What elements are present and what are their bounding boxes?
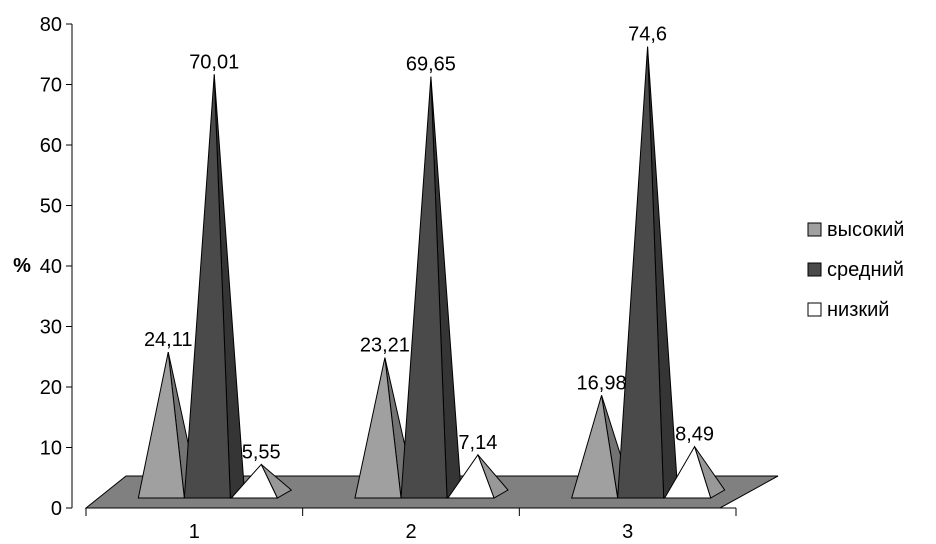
data-label: 24,11: [144, 329, 193, 351]
pyramid-bar: [400, 76, 462, 499]
legend-swatch: [807, 262, 822, 277]
x-tick-label: 3: [622, 521, 633, 543]
data-label: 5,55: [242, 441, 281, 463]
legend-entry: высокий: [827, 219, 904, 241]
y-tick-label: 10: [40, 438, 62, 460]
data-label: 23,21: [360, 335, 410, 357]
x-tick-label: 2: [405, 521, 416, 543]
x-tick-label: 1: [189, 521, 200, 543]
y-tick-label: 60: [40, 135, 62, 157]
legend-swatch: [807, 222, 822, 237]
y-axis-title: %: [13, 255, 31, 277]
y-tick-label: 40: [40, 256, 62, 278]
y-tick-label: 20: [40, 377, 62, 399]
legend-entry: низкий: [827, 299, 889, 321]
pyramid-bar: [663, 445, 726, 499]
data-label: 74,6: [628, 24, 667, 46]
pyramid-bar: [230, 463, 293, 499]
y-tick-label: 30: [40, 317, 62, 339]
legend-swatch: [807, 302, 822, 317]
data-label: 8,49: [675, 424, 714, 446]
pyramid-bar: [617, 46, 679, 499]
data-label: 7,14: [458, 432, 497, 454]
y-tick-label: 70: [40, 75, 62, 97]
pyramid-bar: [183, 74, 245, 499]
data-label: 70,01: [189, 51, 239, 73]
pyramid-bar: [447, 453, 509, 499]
data-label: 69,65: [406, 54, 456, 76]
data-label: 16,98: [577, 372, 627, 394]
y-tick-label: 80: [40, 14, 62, 36]
y-tick-label: 50: [40, 196, 62, 218]
y-tick-label: 0: [51, 498, 62, 520]
legend-entry: средний: [827, 259, 904, 281]
